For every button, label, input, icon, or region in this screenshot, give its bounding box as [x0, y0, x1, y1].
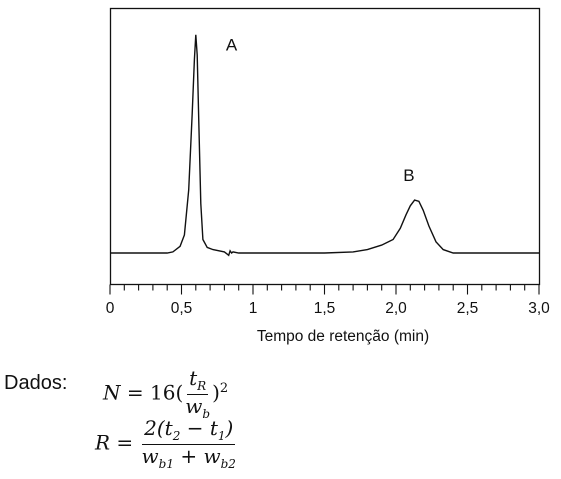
eq1-exponent: 2 [219, 380, 229, 396]
resolution-equation: R = 2(t2 − t1) wb1 + wb2 [95, 418, 238, 470]
x-axis-ticks [109, 284, 540, 295]
eq2-num-sub2: 1 [217, 429, 226, 443]
eq1-lhs: N [103, 380, 121, 405]
eq2-num-mid: − t [180, 416, 218, 440]
eq1-open-paren: ( [175, 380, 184, 405]
eq1-close-paren: ) [212, 380, 220, 405]
eq2-den2-sub: b2 [220, 456, 236, 471]
eq2-numerator: 2(t2 − t1) [142, 416, 236, 445]
peak-label-a: A [226, 36, 238, 55]
chromatogram-line [110, 34, 539, 257]
eq2-den1: w [141, 443, 159, 468]
peak-label-b: B [403, 166, 414, 185]
eq1-numerator: tR [187, 366, 209, 395]
x-tick-label: 2,5 [457, 300, 479, 317]
eq1-den-sub: b [202, 406, 211, 421]
eq2-num: 2(t [144, 416, 173, 440]
eq1-num-sub: R [197, 379, 207, 393]
eq2-den1-sub: b1 [158, 456, 174, 471]
eq2-equals: = [116, 430, 140, 455]
eq1-num-var: t [189, 366, 198, 390]
eq1-denominator: wb [183, 395, 212, 421]
x-tick-label: 2,0 [385, 300, 407, 317]
x-tick-label: 0,5 [171, 300, 193, 317]
chromatogram-chart: 0 0,5 1 1,5 2,0 2,5 3,0 A B Tempo de retenção … [106, 7, 550, 345]
eq1-fraction: tR wb [183, 368, 212, 420]
x-axis-tick-labels: 0 0,5 1 1,5 2,0 2,5 3,0 [106, 300, 550, 317]
eq1-coef: 16 [149, 380, 176, 405]
x-tick-label: 1,5 [314, 300, 336, 317]
x-tick-label: 3,0 [528, 300, 550, 317]
eq1-den-var: w [185, 393, 203, 418]
x-axis-label: Tempo de retenção (min) [257, 328, 429, 345]
eq2-num-end: ) [225, 416, 234, 440]
eq1-equals: = [126, 380, 150, 405]
eq2-denominator: wb1 + wb2 [140, 445, 238, 471]
plot-frame [109, 7, 541, 286]
eq2-lhs: R [95, 430, 111, 455]
x-tick-label: 1 [249, 300, 258, 317]
dados-label: Dados: [4, 372, 68, 394]
x-tick-label: 0 [106, 300, 115, 317]
plate-number-equation: N = 16(tR wb)2 [103, 368, 228, 420]
eq2-den-plus: + w [174, 443, 221, 468]
eq2-fraction: 2(t2 − t1) wb1 + wb2 [140, 418, 238, 470]
eq2-num-sub1: 2 [172, 429, 181, 443]
